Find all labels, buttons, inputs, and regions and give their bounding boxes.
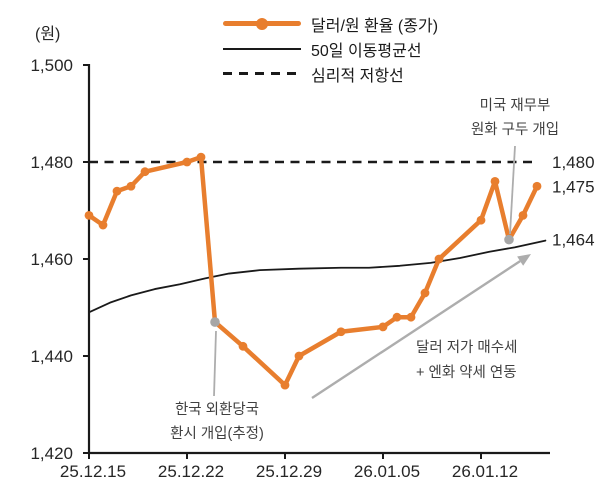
fx-rate-line xyxy=(86,154,540,388)
fx-rate-point xyxy=(84,210,94,220)
fx-rate-point xyxy=(182,157,192,167)
gray-event-point xyxy=(210,317,220,327)
right-value-label: 1,475 xyxy=(552,177,595,196)
legend-swatch-black-solid xyxy=(223,47,301,50)
fx-rate-point xyxy=(294,351,304,361)
y-axis-tick-label: 1,500 xyxy=(30,56,73,75)
fx-rate-point xyxy=(532,181,542,191)
fx-rate-point xyxy=(378,322,388,332)
annotation-korea-authority-line1: 한국 외환당국 xyxy=(175,401,259,418)
fx-rate-point xyxy=(140,167,150,177)
annotation-us-treasury-line2: 원화 구두 개입 xyxy=(471,121,559,138)
fx-rate-point xyxy=(280,380,290,390)
legend-item-1: 50일 이동평균선 xyxy=(223,36,438,61)
annotation-us-treasury-line1: 미국 재무부 xyxy=(480,97,551,114)
annotation-korea-authority-line2: 환시 개입(추정) xyxy=(170,425,264,442)
fx-rate-point xyxy=(518,210,528,220)
y-axis-tick-label: 1,460 xyxy=(30,250,73,269)
x-axis-tick-label: 25.12.22 xyxy=(158,462,224,481)
fx-rate-point xyxy=(476,215,486,225)
right-value-label: 1,464 xyxy=(552,231,595,250)
x-axis-tick-label: 25.12.15 xyxy=(60,462,126,481)
y-axis-tick-label: 1,480 xyxy=(30,153,73,172)
korea-authority-callout-line xyxy=(213,330,217,397)
legend-label: 심리적 저항선 xyxy=(311,67,404,85)
annotation-trend-note-line2: + 엔화 약세 연동 xyxy=(416,364,517,381)
legend-item-2: 심리적 저항선 xyxy=(223,61,438,86)
gray-event-point xyxy=(504,234,514,245)
legend-item-0: 달러/원 환율 (종가) xyxy=(223,11,438,36)
y-axis-tick-label: 1,440 xyxy=(30,347,73,366)
annotation-trend-note-line1: 달러 저가 매수세 xyxy=(416,339,517,356)
fx-rate-point xyxy=(238,341,248,351)
y-axis-tick-label: 1,420 xyxy=(30,444,73,463)
fx-rate-point xyxy=(196,152,206,162)
moving-average-line xyxy=(88,239,547,314)
x-axis-tick-label: 26.01.05 xyxy=(354,462,420,481)
legend-label: 50일 이동평균선 xyxy=(311,42,422,60)
x-axis-tick-label: 25.12.29 xyxy=(256,462,322,481)
fx-rate-point xyxy=(98,220,108,230)
right-value-label: 1,480 xyxy=(552,153,595,172)
fx-rate-point xyxy=(490,177,500,186)
fx-rate-point xyxy=(126,181,136,191)
y-axis-unit-label: (원) xyxy=(35,26,61,43)
fx-rate-point xyxy=(392,312,402,322)
legend-swatch-black-dashed xyxy=(223,72,301,75)
fx-rate-point xyxy=(112,186,122,196)
trend-arrow-head xyxy=(517,254,531,266)
us-treasury-callout-line xyxy=(509,145,516,235)
fx-rate-point xyxy=(406,312,416,322)
legend-label: 달러/원 환율 (종가) xyxy=(311,17,439,35)
x-axis-tick-label: 26.01.12 xyxy=(452,462,518,481)
fx-rate-point xyxy=(336,327,346,337)
fx-rate-point xyxy=(434,254,444,264)
fx-rate-point xyxy=(420,288,430,298)
legend-swatch-orange-marker xyxy=(223,21,301,26)
trend-arrow-line xyxy=(311,260,521,400)
